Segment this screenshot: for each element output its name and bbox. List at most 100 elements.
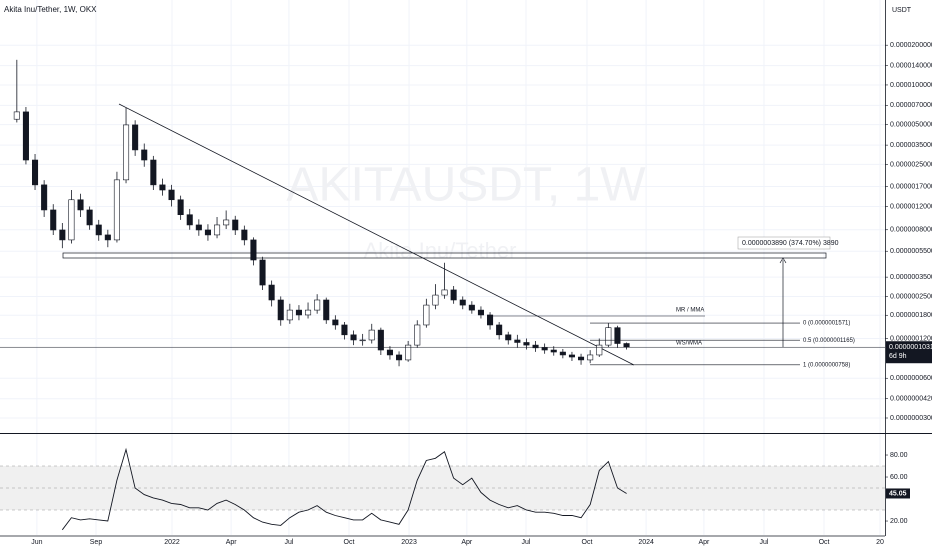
candle-body xyxy=(159,184,166,191)
rsi-band xyxy=(0,466,885,510)
candle-body xyxy=(414,324,421,346)
candle-body xyxy=(177,199,184,216)
candle-body xyxy=(550,349,557,353)
candle-body xyxy=(559,351,566,356)
candle-body xyxy=(496,324,503,336)
candle-body xyxy=(487,314,494,326)
candle-body xyxy=(223,219,230,226)
ws-wma-label: WS/WMA xyxy=(676,341,702,347)
measure-label: 0.0000003890 (374.70%) 3890 xyxy=(742,240,839,247)
measure-box xyxy=(737,236,831,250)
currency: USDT xyxy=(892,7,912,14)
x-tick-label: Jun xyxy=(31,539,42,546)
x-tick-label: Apr xyxy=(698,539,710,546)
candle-body xyxy=(123,124,130,181)
x-tick-label: Oct xyxy=(344,539,355,546)
candle-body xyxy=(587,354,594,361)
grid xyxy=(0,0,885,535)
y-tick-label: 0.0000200000 xyxy=(890,42,932,49)
x-tick-label: Oct xyxy=(819,539,830,546)
candle-body xyxy=(377,329,384,351)
candle-body xyxy=(341,324,348,336)
candle-body xyxy=(241,229,248,241)
candle-body xyxy=(13,111,20,120)
candle-body xyxy=(113,179,120,241)
x-tick-label: Oct xyxy=(582,539,593,546)
candle-body xyxy=(596,344,603,356)
candle-body xyxy=(250,239,257,261)
y-tick-label: 0.0000005500 xyxy=(890,248,932,255)
y-tick-label: 0.0000000600 xyxy=(890,375,932,382)
mr-mma-label: MR / MMA xyxy=(676,308,704,314)
candle-body xyxy=(323,299,330,321)
countdown: 6d 9h xyxy=(889,353,907,360)
y-tick-label: 0.0000000300 xyxy=(890,415,932,422)
candle-body xyxy=(523,342,530,346)
candle-body xyxy=(514,339,521,343)
candle-body xyxy=(295,309,302,316)
candle-body xyxy=(150,159,157,186)
candle-body xyxy=(614,327,621,344)
candle-body xyxy=(305,309,312,316)
x-tick-label: 20 xyxy=(876,539,884,546)
y-tick-label: 0.0000001200 xyxy=(890,335,932,342)
candle-body xyxy=(432,294,439,306)
watermark-sub: Akita Inu/Tether xyxy=(364,238,517,263)
candle-body xyxy=(104,234,111,241)
candle-body xyxy=(32,159,39,186)
rsi-tick-label: 60.00 xyxy=(890,474,908,481)
candle-body xyxy=(505,334,512,341)
candle-body xyxy=(232,219,239,231)
y-tick-label: 0.0000050000 xyxy=(890,122,932,129)
x-tick-label: 2023 xyxy=(401,539,417,546)
candle-body xyxy=(186,214,193,226)
candle-body xyxy=(50,209,57,231)
x-tick-label: Sep xyxy=(90,539,103,546)
candle-body xyxy=(405,344,412,361)
y-tick-label: 0.0000017000 xyxy=(890,183,932,190)
rsi-line xyxy=(61,447,627,531)
candle-body xyxy=(59,229,66,241)
candle-body xyxy=(286,309,293,321)
candle-body xyxy=(350,334,357,341)
marks xyxy=(13,59,630,367)
candle-body xyxy=(41,184,48,211)
candle-body xyxy=(359,339,366,342)
candle-body xyxy=(468,304,475,311)
watermark: AKITAUSDT, 1W xyxy=(286,159,646,212)
candle-body xyxy=(332,319,339,326)
fib-label: 0.5 (0.0000001165) xyxy=(803,338,855,344)
measure-arrowhead xyxy=(779,257,787,264)
candle-body xyxy=(141,149,148,161)
candle-body xyxy=(477,309,484,316)
candle-body xyxy=(95,224,102,236)
y-tick-label: 0.0000025000 xyxy=(890,161,932,168)
candle-body xyxy=(568,354,575,358)
last-price-label: 0.0000001031 xyxy=(889,344,932,351)
y-tick-label: 0.0000140000 xyxy=(890,62,932,69)
candle-body xyxy=(441,289,448,296)
rsi-tick-label: 80.00 xyxy=(890,452,908,459)
candle-body xyxy=(578,356,585,361)
candle-body xyxy=(423,304,430,326)
zone-box xyxy=(62,252,827,259)
candle-body xyxy=(86,209,93,226)
y-tick-label: 0.0000035000 xyxy=(890,142,932,149)
rsi-last-box xyxy=(886,488,910,499)
candle-body xyxy=(195,224,202,231)
candle-body xyxy=(396,354,403,361)
candle-body xyxy=(132,124,139,151)
candle-body xyxy=(623,343,630,348)
candle-body xyxy=(22,111,29,161)
y-tick-label: 0.0000000420 xyxy=(890,396,932,403)
y-tick-label: 0.0000070000 xyxy=(890,102,932,109)
candle-body xyxy=(450,289,457,301)
candle-body xyxy=(77,199,84,211)
candle-body xyxy=(314,299,321,311)
candle-body xyxy=(386,349,393,356)
y-tick-label: 0.0000001800 xyxy=(890,312,932,319)
x-tick-label: Jul xyxy=(522,539,531,546)
chart-title: Akita Inu/Tether, 1W, OKX xyxy=(4,5,97,14)
x-tick-label: 2022 xyxy=(164,539,180,546)
candle-body xyxy=(168,189,175,201)
